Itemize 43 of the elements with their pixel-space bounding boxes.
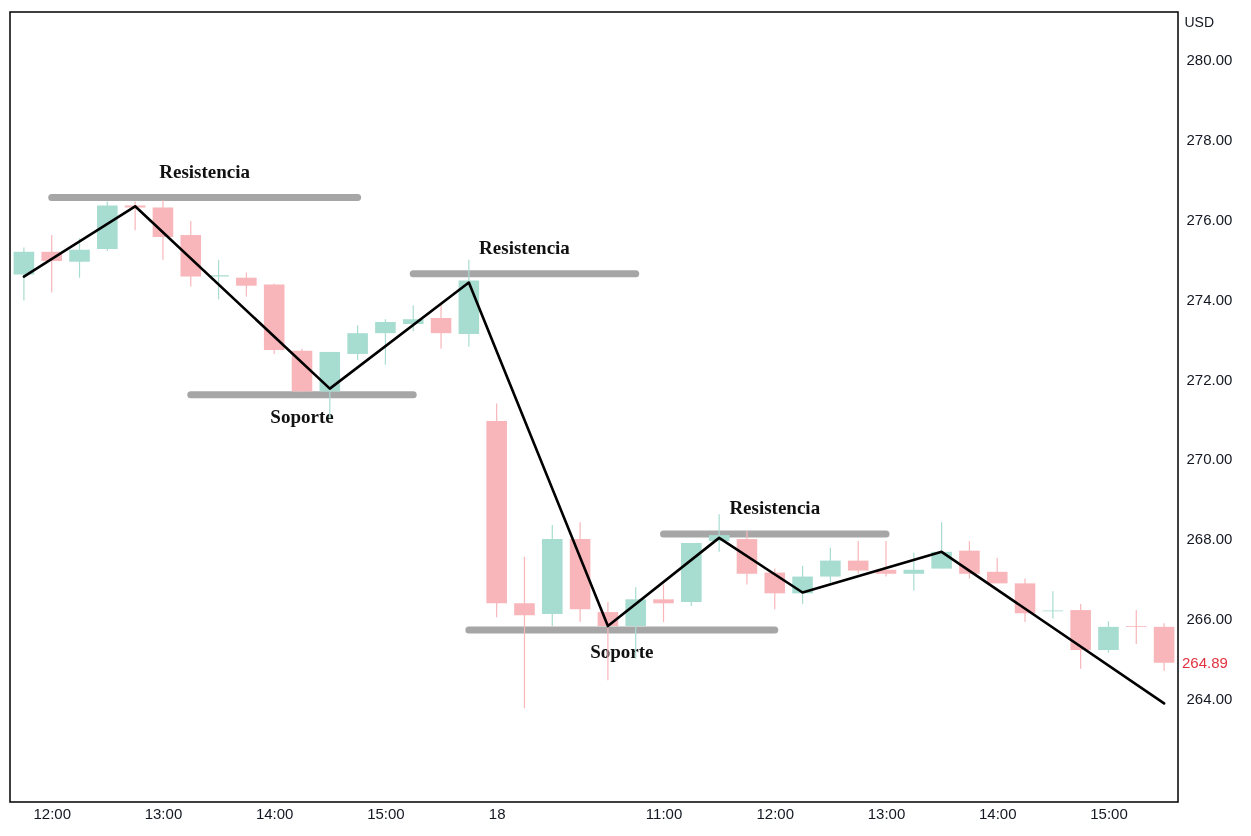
y-axis-title: USD [1184,13,1215,30]
candlestick [514,556,535,709]
series-label: Resistencia [159,160,251,182]
candlestick [1042,590,1064,620]
text: 264.89 [1182,653,1228,671]
candlestick [69,237,90,279]
candlestick [653,583,674,623]
x-tick-label: 13:00 [144,804,183,822]
candlestick [959,540,980,580]
y-tick-label: 268.00 [1186,530,1233,548]
candlestick [430,303,452,350]
y-tick-label: 280.00 [1186,51,1233,69]
candlestick [903,552,925,592]
y-tick-label: 264.00 [1186,689,1233,707]
series-label: Resistencia [479,236,571,258]
x-tick-label: 14:00 [978,804,1017,822]
x-tick-label: 12:00 [33,804,71,822]
candlestick [236,271,257,298]
y-tick-label: 278.00 [1186,131,1233,149]
x-tick-label: 15:00 [367,804,405,822]
x-tick-label: 15:00 [1090,804,1128,822]
candlestick [1098,620,1119,654]
candlestick [208,259,229,300]
series-label: Soporte [270,405,334,427]
x-tick-label: 18 [488,804,506,822]
candlestick [375,318,396,366]
x-tick-label: 14:00 [255,804,294,822]
y-tick-label: 266.00 [1186,609,1233,627]
candlestick [13,246,35,302]
candlestick [986,557,1008,584]
y-tick-label: 270.00 [1186,450,1233,468]
candlestick [347,324,368,361]
y-tick-label: 274.00 [1186,290,1233,308]
candlestick [847,540,869,575]
x-tick-label: 12:00 [756,804,795,822]
y-tick-label: 272.00 [1186,370,1233,388]
y-tick-label: 276.00 [1186,210,1233,228]
x-tick-label: 11:00 [645,804,683,822]
series-label: Soporte [590,641,654,663]
candlestick [1126,609,1147,645]
series-label: Resistencia [729,496,821,518]
x-tick-label: 13:00 [867,804,906,822]
candlestick [820,547,841,584]
